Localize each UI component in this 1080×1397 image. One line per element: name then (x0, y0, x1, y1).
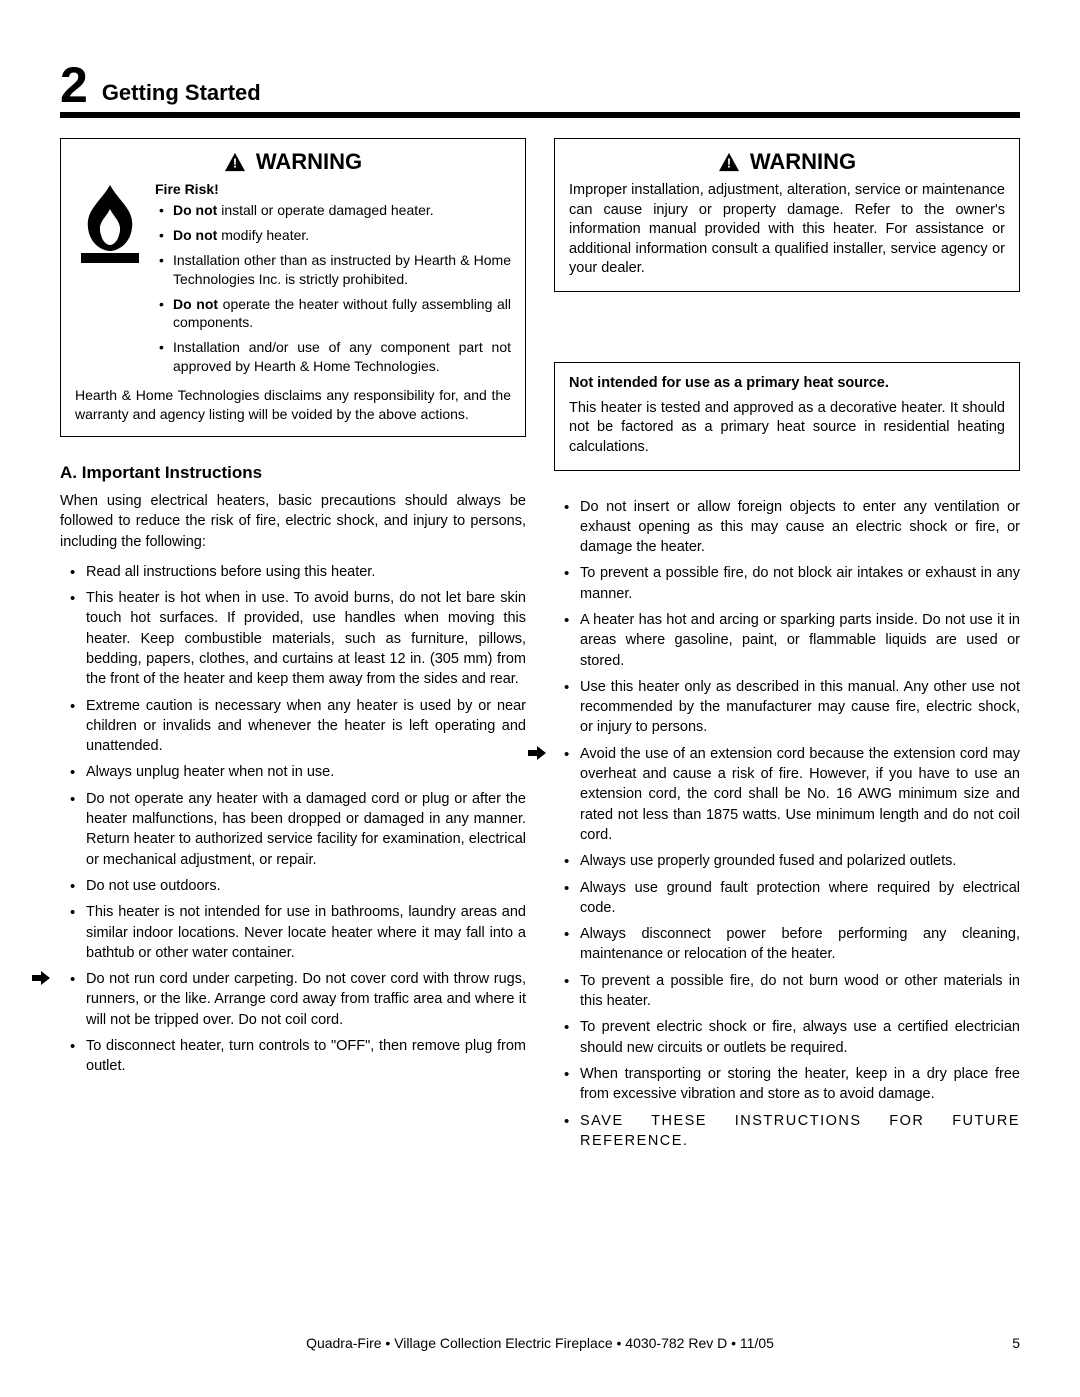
footer-center: Quadra-Fire • Village Collection Electri… (60, 1335, 1020, 1351)
instruction-item: SAVE THESE INSTRUCTIONS FOR FUTURE REFER… (554, 1111, 1020, 1152)
flame-row: Fire Risk! Do not install or operate dam… (75, 181, 511, 382)
instruction-item: When transporting or storing the heater,… (554, 1064, 1020, 1105)
instruction-item: Extreme caution is necessary when any he… (60, 696, 526, 757)
section-header: 2 Getting Started (60, 60, 1020, 118)
instruction-item: To prevent a possible fire, do not burn … (554, 971, 1020, 1012)
pointer-arrow-icon (528, 746, 546, 760)
heat-source-title: Not intended for use as a primary heat s… (569, 375, 1005, 391)
fire-risk-bullet: Do not operate the heater without fully … (155, 295, 511, 333)
flame-icon (75, 181, 145, 271)
page-footer: Quadra-Fire • Village Collection Electri… (60, 1335, 1020, 1351)
warning-heading-right: WARNING (750, 149, 856, 175)
fire-risk-bullets: Do not install or operate damaged heater… (155, 201, 511, 376)
instructions-left-list: Read all instructions before using this … (60, 562, 526, 1077)
instruction-item: Read all instructions before using this … (60, 562, 526, 582)
instruction-item: Always disconnect power before performin… (554, 924, 1020, 965)
heat-source-box: Not intended for use as a primary heat s… (554, 362, 1020, 471)
heat-source-body: This heater is tested and approved as a … (569, 399, 1005, 458)
warning-triangle-icon: ! (224, 152, 246, 172)
warning-box-right: ! WARNING Improper installation, adjustm… (554, 138, 1020, 292)
subsection-a-intro: When using electrical heaters, basic pre… (60, 491, 526, 552)
fire-risk-bullet: Do not install or operate damaged heater… (155, 201, 511, 220)
fire-risk-bullet: Installation and/or use of any component… (155, 338, 511, 376)
warranty-disclaimer: Hearth & Home Technologies disclaims any… (75, 386, 511, 424)
warning-box-fire: ! WARNING Fire Risk! Do not install or o… (60, 138, 526, 437)
section-number: 2 (60, 60, 88, 112)
instruction-item: Do not insert or allow foreign objects t… (554, 497, 1020, 558)
svg-text:!: ! (233, 155, 237, 170)
instruction-item: To prevent electric shock or fire, alway… (554, 1017, 1020, 1058)
warning-right-body: Improper installation, adjustment, alter… (569, 181, 1005, 279)
instruction-item: Always use ground fault protection where… (554, 878, 1020, 919)
instructions-right-list: Do not insert or allow foreign objects t… (554, 497, 1020, 1152)
instruction-item: To disconnect heater, turn controls to "… (60, 1036, 526, 1077)
instruction-item: A heater has hot and arcing or sparking … (554, 610, 1020, 671)
subsection-a-title: A. Important Instructions (60, 463, 526, 483)
instruction-item: This heater is not intended for use in b… (60, 902, 526, 963)
pointer-arrow-icon (32, 971, 50, 985)
instruction-item: Do not operate any heater with a damaged… (60, 789, 526, 870)
instruction-item: Do not use outdoors. (60, 876, 526, 896)
fire-risk-title: Fire Risk! (155, 181, 511, 197)
right-column: ! WARNING Improper installation, adjustm… (554, 138, 1020, 1157)
instruction-item: This heater is hot when in use. To avoid… (60, 588, 526, 689)
instruction-item: Always unplug heater when not in use. (60, 762, 526, 782)
instruction-item: Always use properly grounded fused and p… (554, 851, 1020, 871)
left-column: ! WARNING Fire Risk! Do not install or o… (60, 138, 526, 1157)
instruction-item: Use this heater only as described in thi… (554, 677, 1020, 738)
instruction-item: Avoid the use of an extension cord becau… (554, 744, 1020, 845)
fire-risk-bullet: Do not modify heater. (155, 226, 511, 245)
warning-triangle-icon: ! (718, 152, 740, 172)
warning-header-right: ! WARNING (569, 149, 1005, 175)
svg-text:!: ! (727, 155, 731, 170)
section-title: Getting Started (102, 80, 261, 112)
top-columns: ! WARNING Fire Risk! Do not install or o… (60, 138, 1020, 1157)
fire-risk-block: Fire Risk! Do not install or operate dam… (155, 181, 511, 382)
fire-risk-bullet: Installation other than as instructed by… (155, 251, 511, 289)
instruction-item: To prevent a possible fire, do not block… (554, 563, 1020, 604)
instruction-item: Do not run cord under carpeting. Do not … (60, 969, 526, 1030)
warning-header-left: ! WARNING (75, 149, 511, 175)
warning-heading-left: WARNING (256, 149, 362, 175)
